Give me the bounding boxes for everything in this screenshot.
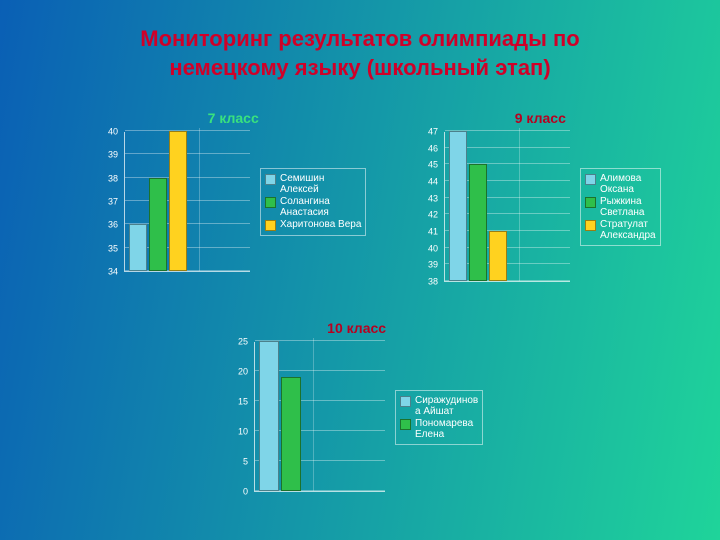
legend-label: Пономарева Елена — [415, 418, 473, 440]
bar — [449, 131, 467, 281]
legend-label: Семишин Алексей — [280, 173, 324, 195]
back-wall — [519, 128, 520, 281]
back-wall — [313, 338, 314, 491]
legend-swatch — [265, 197, 276, 208]
legend-item: Рыжкина Светлана — [585, 196, 656, 218]
chart-panel: 38394041424344454647Алимова ОксанаРыжкин… — [420, 132, 661, 282]
y-tick: 38 — [428, 278, 441, 287]
legend-swatch — [585, 220, 596, 231]
y-tick: 44 — [428, 178, 441, 187]
chart-plot: 38394041424344454647 — [420, 132, 570, 282]
chart-title: 9 класс — [420, 110, 661, 126]
chart-plot: 0510152025 — [230, 342, 385, 492]
y-tick: 46 — [428, 144, 441, 153]
chart-grade10: 10 класс0510152025Сиражудинов а АйшатПон… — [230, 320, 483, 492]
chart-title: 10 класс — [230, 320, 483, 336]
y-tick: 37 — [108, 198, 121, 207]
y-tick: 42 — [428, 211, 441, 220]
y-tick: 0 — [243, 488, 251, 497]
chart-grade7: 7 класс34353637383940Семишин АлексейСола… — [100, 110, 366, 272]
legend-item: Семишин Алексей — [265, 173, 361, 195]
y-tick: 15 — [238, 398, 251, 407]
bars-group — [255, 341, 301, 491]
plot-area — [444, 132, 570, 282]
slide-root: Мониторинг результатов олимпиады понемец… — [0, 0, 720, 540]
legend-swatch — [265, 220, 276, 231]
back-wall — [199, 128, 200, 271]
legend-item: Пономарева Елена — [400, 418, 478, 440]
legend-label: Алимова Оксана — [600, 173, 641, 195]
chart-plot: 34353637383940 — [100, 132, 250, 272]
legend-swatch — [265, 174, 276, 185]
chart-panel: 34353637383940Семишин АлексейСолангина А… — [100, 132, 366, 272]
legend-label: Сиражудинов а Айшат — [415, 395, 478, 417]
y-tick: 35 — [108, 244, 121, 253]
legend-item: Стратулат Александра — [585, 219, 656, 241]
y-tick: 40 — [428, 244, 441, 253]
bar — [149, 178, 167, 271]
legend-label: Стратулат Александра — [600, 219, 656, 241]
y-tick: 40 — [108, 128, 121, 137]
bar — [129, 224, 147, 271]
legend-label: Солангина Анастасия — [280, 196, 330, 218]
bars-group — [445, 131, 507, 281]
legend-item: Алимова Оксана — [585, 173, 656, 195]
legend-item: Харитонова Вера — [265, 219, 361, 231]
y-tick: 25 — [238, 338, 251, 347]
bar — [469, 164, 487, 281]
y-axis: 0510152025 — [230, 342, 254, 492]
plot-area — [124, 132, 250, 272]
legend-swatch — [585, 174, 596, 185]
legend: Семишин АлексейСолангина АнастасияХарито… — [260, 168, 366, 236]
bar — [489, 231, 507, 281]
y-tick: 20 — [238, 368, 251, 377]
y-tick: 38 — [108, 174, 121, 183]
y-tick: 34 — [108, 268, 121, 277]
legend: Алимова ОксанаРыжкина СветланаСтратулат … — [580, 168, 661, 246]
y-tick: 10 — [238, 428, 251, 437]
y-tick: 43 — [428, 194, 441, 203]
chart-title: 7 класс — [100, 110, 366, 126]
bar — [259, 341, 279, 491]
legend-swatch — [585, 197, 596, 208]
y-tick: 39 — [108, 151, 121, 160]
legend-swatch — [400, 419, 411, 430]
y-axis: 38394041424344454647 — [420, 132, 444, 282]
y-tick: 5 — [243, 458, 251, 467]
slide-title: Мониторинг результатов олимпиады понемец… — [0, 25, 720, 82]
legend-item: Солангина Анастасия — [265, 196, 361, 218]
legend-item: Сиражудинов а Айшат — [400, 395, 478, 417]
y-axis: 34353637383940 — [100, 132, 124, 272]
y-tick: 45 — [428, 161, 441, 170]
bar — [169, 131, 187, 271]
legend: Сиражудинов а АйшатПономарева Елена — [395, 390, 483, 445]
y-tick: 41 — [428, 228, 441, 237]
y-tick: 39 — [428, 261, 441, 270]
bars-group — [125, 131, 187, 271]
legend-swatch — [400, 396, 411, 407]
y-tick: 47 — [428, 128, 441, 137]
y-tick: 36 — [108, 221, 121, 230]
chart-grade9: 9 класс38394041424344454647Алимова Оксан… — [420, 110, 661, 282]
bar — [281, 377, 301, 491]
plot-area — [254, 342, 385, 492]
chart-panel: 0510152025Сиражудинов а АйшатПономарева … — [230, 342, 483, 492]
legend-label: Рыжкина Светлана — [600, 196, 645, 218]
legend-label: Харитонова Вера — [280, 219, 361, 230]
